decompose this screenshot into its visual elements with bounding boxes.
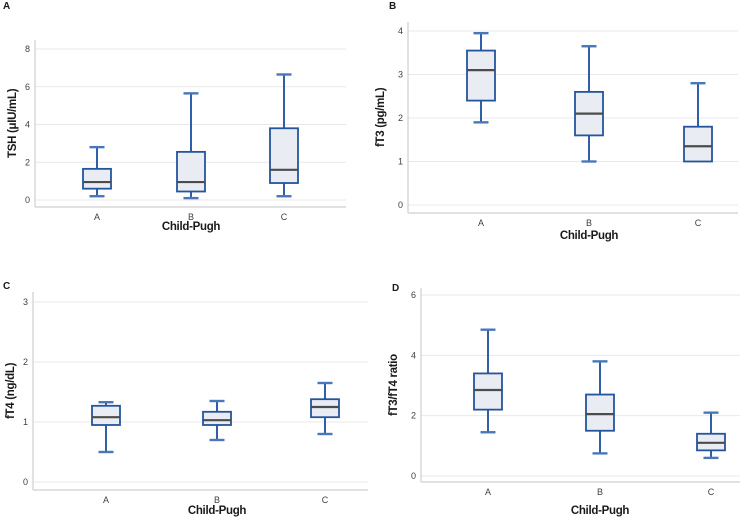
- y-tick-label: 3: [23, 297, 28, 307]
- x-category-label: C: [695, 218, 702, 228]
- x-category-label: A: [94, 212, 100, 222]
- x-axis-title-child-pugh: Child-Pugh: [187, 505, 247, 517]
- x-category-label: A: [485, 487, 491, 497]
- box-D-A: [473, 372, 503, 411]
- y-tick-label: 0: [23, 477, 28, 487]
- box-A-B: [176, 150, 206, 193]
- x-category-label: C: [322, 495, 329, 505]
- y-tick-label: 6: [411, 290, 416, 300]
- panel-letter-c: C: [3, 281, 11, 292]
- x-axis-title-child-pugh: Child-Pugh: [570, 505, 630, 517]
- x-category-label: B: [586, 218, 592, 228]
- y-tick-label: 4: [398, 26, 403, 36]
- y-tick-label: 1: [23, 417, 28, 427]
- box-A-C: [269, 127, 299, 184]
- y-tick-label: 6: [25, 82, 30, 92]
- boxplot-canvas-ft3-ft4-ratio: 0 2 4 6 A B C: [411, 288, 740, 497]
- box-B-C: [683, 125, 713, 163]
- panel-letter-b: B: [389, 1, 397, 12]
- x-category-label: C: [281, 212, 288, 222]
- y-tick-label: 4: [411, 350, 416, 360]
- boxplot-canvas-ft4: 0 1 2 3 A B C: [23, 292, 368, 505]
- y-tick-label: 1: [398, 157, 403, 167]
- x-category-label: A: [478, 218, 484, 228]
- box-C-B: [202, 410, 232, 426]
- y-tick-label: 0: [411, 471, 416, 481]
- x-category-label: A: [103, 495, 109, 505]
- x-category-label: B: [214, 495, 220, 505]
- panel-letter-a: A: [3, 1, 11, 12]
- y-tick-label: 8: [25, 44, 30, 54]
- x-category-label: B: [188, 212, 194, 222]
- boxplot-canvas-ft3: 0 1 2 3 4 A B C: [398, 22, 738, 228]
- y-tick-label: 2: [23, 357, 28, 367]
- box-C-A: [91, 404, 121, 426]
- x-category-label: B: [597, 487, 603, 497]
- x-category-label: C: [708, 487, 715, 497]
- y-tick-label: 0: [398, 200, 403, 210]
- panel-letter-d: D: [392, 283, 400, 294]
- x-axis-title-child-pugh: Child-Pugh: [161, 221, 221, 233]
- y-tick-label: 4: [25, 120, 30, 130]
- boxplot-canvas-tsh: 0 2 4 6 8 A B C: [25, 40, 346, 222]
- box-B-A: [466, 49, 496, 102]
- y-tick-label: 0: [25, 195, 30, 205]
- y-tick-label: 2: [25, 157, 30, 167]
- box-D-B: [585, 393, 615, 432]
- box-A-A: [82, 167, 112, 190]
- y-tick-label: 3: [398, 70, 403, 80]
- x-axis-title-child-pugh: Child-Pugh: [559, 230, 619, 242]
- y-tick-label: 2: [398, 113, 403, 123]
- y-tick-label: 2: [411, 411, 416, 421]
- box-C-C: [310, 398, 340, 419]
